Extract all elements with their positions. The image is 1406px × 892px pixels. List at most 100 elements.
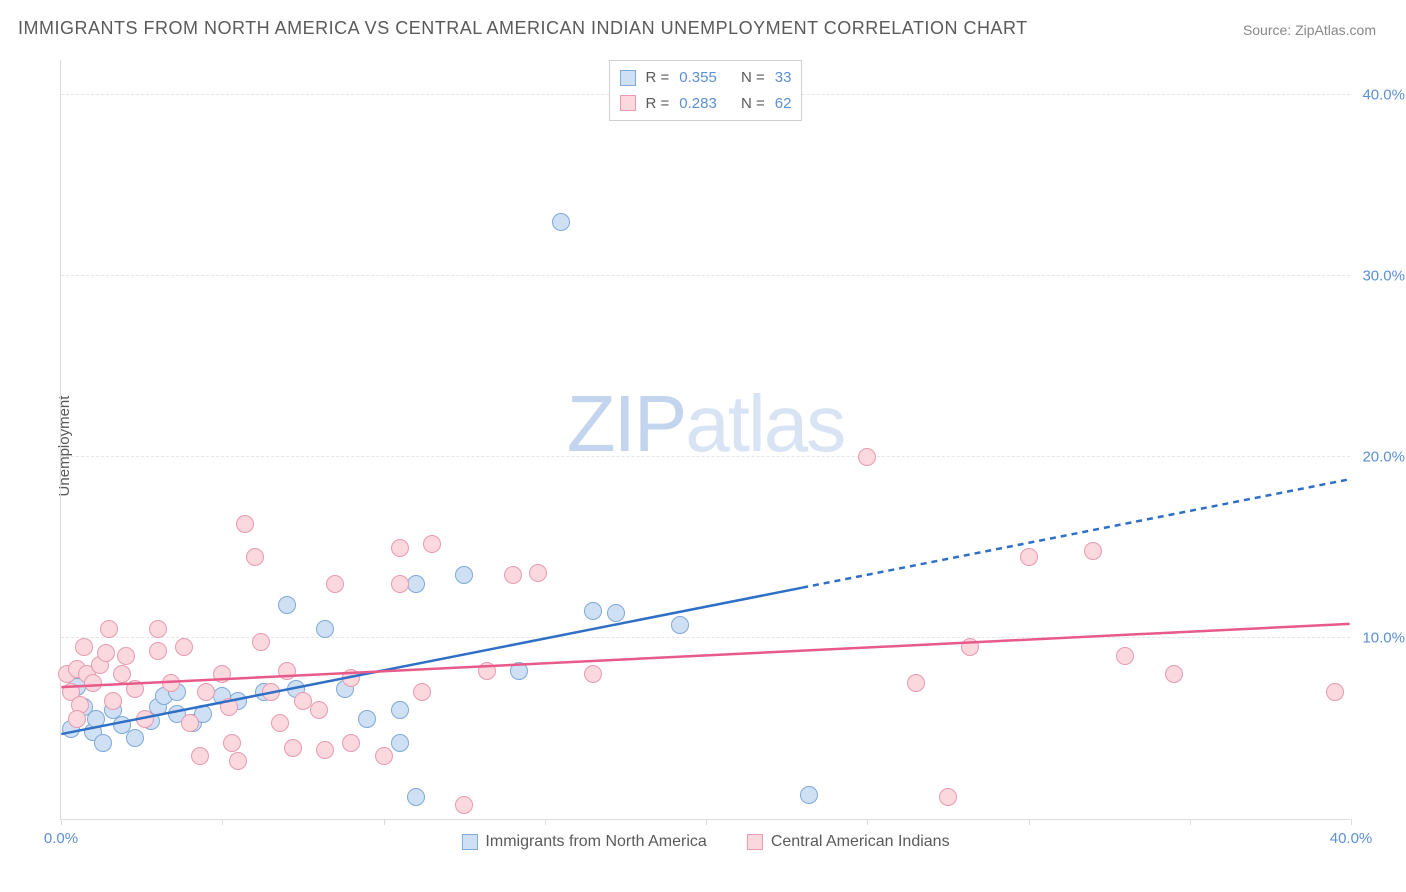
x-tick (545, 819, 546, 825)
scatter-point (181, 714, 199, 732)
scatter-point (1084, 542, 1102, 560)
scatter-point (94, 734, 112, 752)
source-prefix: Source: (1243, 22, 1295, 38)
trend-lines (61, 60, 1350, 819)
scatter-point (326, 575, 344, 593)
scatter-point (800, 786, 818, 804)
gridline-h (61, 275, 1350, 276)
scatter-point (126, 729, 144, 747)
scatter-point (407, 575, 425, 593)
scatter-point (310, 701, 328, 719)
r-value-series1: 0.355 (679, 65, 717, 91)
swatch-series2 (620, 95, 636, 111)
scatter-point (1326, 683, 1344, 701)
scatter-point (1020, 548, 1038, 566)
scatter-point (478, 662, 496, 680)
scatter-point (100, 620, 118, 638)
scatter-point (252, 633, 270, 651)
scatter-point (97, 644, 115, 662)
scatter-point (246, 548, 264, 566)
x-tick (61, 819, 62, 825)
scatter-point (162, 674, 180, 692)
scatter-point (113, 665, 131, 683)
scatter-point (220, 698, 238, 716)
source-link[interactable]: ZipAtlas.com (1295, 22, 1376, 38)
y-tick-label: 10.0% (1362, 630, 1405, 647)
swatch-series1-bottom (461, 834, 477, 850)
gridline-h (61, 456, 1350, 457)
y-tick-label: 40.0% (1362, 87, 1405, 104)
scatter-point (84, 674, 102, 692)
scatter-point (510, 662, 528, 680)
source-attribution: Source: ZipAtlas.com (1243, 22, 1376, 38)
scatter-point (529, 564, 547, 582)
scatter-point (191, 747, 209, 765)
legend-label-series1: Immigrants from North America (485, 833, 706, 851)
scatter-point (375, 747, 393, 765)
watermark-zip: ZIP (567, 379, 685, 468)
scatter-point (87, 710, 105, 728)
legend-item-series1: Immigrants from North America (461, 833, 706, 851)
swatch-series1 (620, 70, 636, 86)
scatter-point (858, 448, 876, 466)
scatter-point (407, 788, 425, 806)
x-tick (706, 819, 707, 825)
legend-row-series2: R = 0.283 N = 62 (620, 91, 792, 117)
scatter-point (104, 692, 122, 710)
scatter-point (278, 662, 296, 680)
scatter-point (136, 710, 154, 728)
scatter-point (607, 604, 625, 622)
scatter-point (175, 638, 193, 656)
plot-area: ZIPatlas R = 0.355 N = 33 R = 0.283 N = … (60, 60, 1350, 820)
x-tick-label: 0.0% (44, 830, 78, 847)
scatter-point (1165, 665, 1183, 683)
scatter-point (391, 539, 409, 557)
scatter-point (391, 575, 409, 593)
chart-title: IMMIGRANTS FROM NORTH AMERICA VS CENTRAL… (18, 18, 1028, 39)
scatter-point (413, 683, 431, 701)
scatter-point (262, 683, 280, 701)
swatch-series2-bottom (747, 834, 763, 850)
scatter-point (391, 734, 409, 752)
scatter-point (223, 734, 241, 752)
scatter-point (939, 788, 957, 806)
scatter-point (75, 638, 93, 656)
scatter-point (1116, 647, 1134, 665)
scatter-point (213, 665, 231, 683)
scatter-point (907, 674, 925, 692)
n-label: N = (741, 91, 765, 117)
x-tick (222, 819, 223, 825)
legend-label-series2: Central American Indians (771, 833, 950, 851)
scatter-point (423, 535, 441, 553)
scatter-point (236, 515, 254, 533)
scatter-point (197, 683, 215, 701)
x-tick (1029, 819, 1030, 825)
scatter-point (149, 642, 167, 660)
r-label: R = (646, 91, 670, 117)
scatter-point (316, 741, 334, 759)
r-label: R = (646, 65, 670, 91)
x-tick-label: 40.0% (1330, 830, 1373, 847)
x-tick (1351, 819, 1352, 825)
x-tick (384, 819, 385, 825)
scatter-point (271, 714, 289, 732)
scatter-point (342, 669, 360, 687)
legend-correlation-box: R = 0.355 N = 33 R = 0.283 N = 62 (609, 60, 803, 121)
legend-bottom: Immigrants from North America Central Am… (461, 833, 949, 851)
scatter-point (149, 620, 167, 638)
legend-item-series2: Central American Indians (747, 833, 950, 851)
scatter-point (391, 701, 409, 719)
scatter-point (455, 796, 473, 814)
r-value-series2: 0.283 (679, 91, 717, 117)
legend-row-series1: R = 0.355 N = 33 (620, 65, 792, 91)
y-tick-label: 20.0% (1362, 449, 1405, 466)
scatter-point (284, 739, 302, 757)
scatter-point (68, 710, 86, 728)
scatter-point (584, 602, 602, 620)
scatter-point (671, 616, 689, 634)
n-value-series2: 62 (775, 91, 792, 117)
scatter-point (229, 752, 247, 770)
scatter-point (126, 680, 144, 698)
scatter-point (342, 734, 360, 752)
scatter-point (961, 638, 979, 656)
